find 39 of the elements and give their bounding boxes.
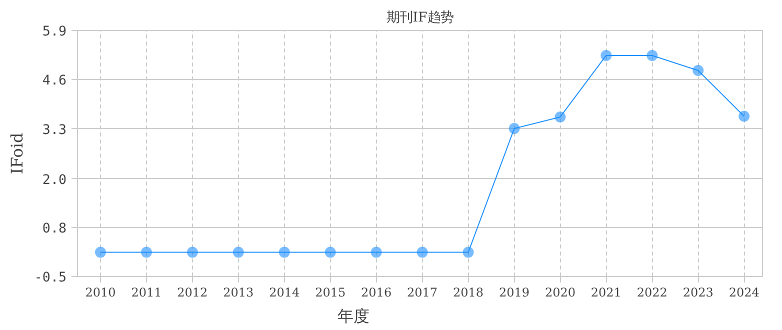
x-tick-label: 2015 xyxy=(315,286,346,300)
y-tick-label: 5.9 xyxy=(42,24,67,40)
x-tick-label: 2021 xyxy=(590,286,622,300)
y-tick-label: -0.5 xyxy=(34,270,67,286)
x-axis-title: 年度 xyxy=(338,306,370,326)
x-tick-label: 2016 xyxy=(361,286,392,300)
point xyxy=(232,246,244,258)
y-tick-label: 2.0 xyxy=(42,172,67,188)
point xyxy=(94,246,106,258)
x-tick-label: 2012 xyxy=(177,286,208,300)
x-tick-label: 2022 xyxy=(636,286,668,300)
point xyxy=(692,64,704,76)
y-axis-title: IFoid xyxy=(8,132,26,174)
x-tick-label: 2018 xyxy=(453,286,484,300)
chart-title: 期刊IF趋势 xyxy=(386,10,454,26)
point xyxy=(600,50,612,61)
point xyxy=(416,246,428,258)
x-tick-label: 2020 xyxy=(544,286,576,300)
point xyxy=(186,246,198,258)
x-tick-label: 2024 xyxy=(728,286,760,300)
point xyxy=(554,111,566,122)
y-tick-label: 3.3 xyxy=(42,122,67,138)
x-tick-label: 2013 xyxy=(223,286,254,300)
x-tick-label: 2019 xyxy=(498,286,530,300)
point xyxy=(462,246,474,258)
point xyxy=(370,246,382,258)
point xyxy=(738,110,750,122)
x-tick-label: 2011 xyxy=(131,286,162,300)
point xyxy=(140,246,152,258)
x-tick-label: 2014 xyxy=(269,286,300,300)
x-tick-label: 2010 xyxy=(85,286,116,300)
y-tick-label: 0.8 xyxy=(42,221,67,236)
point xyxy=(324,246,336,258)
point xyxy=(278,246,290,258)
y-tick-label: 4.6 xyxy=(42,74,67,89)
point xyxy=(508,123,520,134)
x-tick-label: 2017 xyxy=(407,286,438,300)
x-tick-label: 2023 xyxy=(682,286,714,300)
point xyxy=(646,50,658,61)
